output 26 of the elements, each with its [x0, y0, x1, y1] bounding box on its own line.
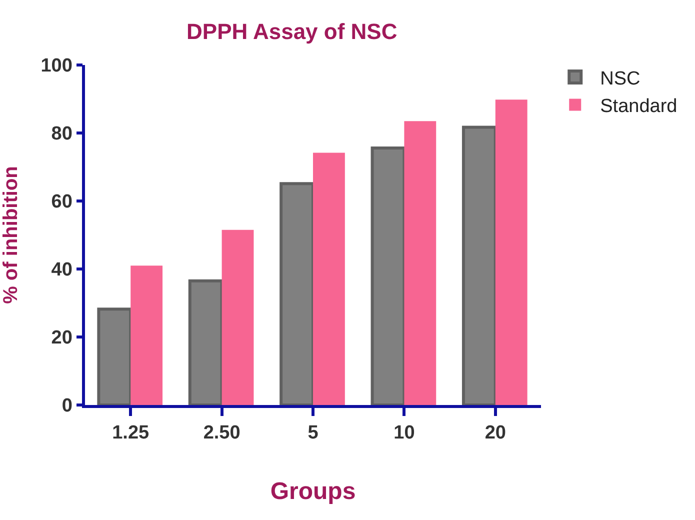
chart-title: DPPH Assay of NSC	[186, 18, 398, 44]
x-tick-label: 5	[308, 422, 319, 444]
x-tick-label: 20	[484, 422, 506, 444]
bar	[130, 266, 163, 405]
y-tick-label: 100	[40, 56, 72, 77]
bar	[280, 182, 314, 405]
bar	[222, 230, 254, 405]
bar	[495, 100, 528, 405]
bar	[462, 126, 497, 405]
y-tick-label: 40	[51, 260, 72, 281]
y-tick-label: 60	[51, 192, 72, 213]
bar	[313, 152, 345, 405]
legend-label: Standard	[600, 96, 678, 118]
x-tick-label: 1.25	[112, 422, 150, 444]
x-axis-title: Groups	[270, 478, 356, 505]
bar	[188, 279, 224, 405]
bar	[404, 121, 436, 405]
legend-label: NSC	[600, 68, 640, 90]
x-tick-label: 2.50	[203, 422, 240, 444]
y-tick-label: 80	[51, 124, 72, 145]
x-tick-label: 10	[394, 422, 415, 444]
bar	[97, 308, 132, 405]
y-tick-label: 20	[51, 328, 72, 349]
bar	[370, 146, 406, 405]
y-axis-title: % of inhibition	[0, 166, 22, 304]
y-tick-label: 0	[62, 396, 72, 417]
